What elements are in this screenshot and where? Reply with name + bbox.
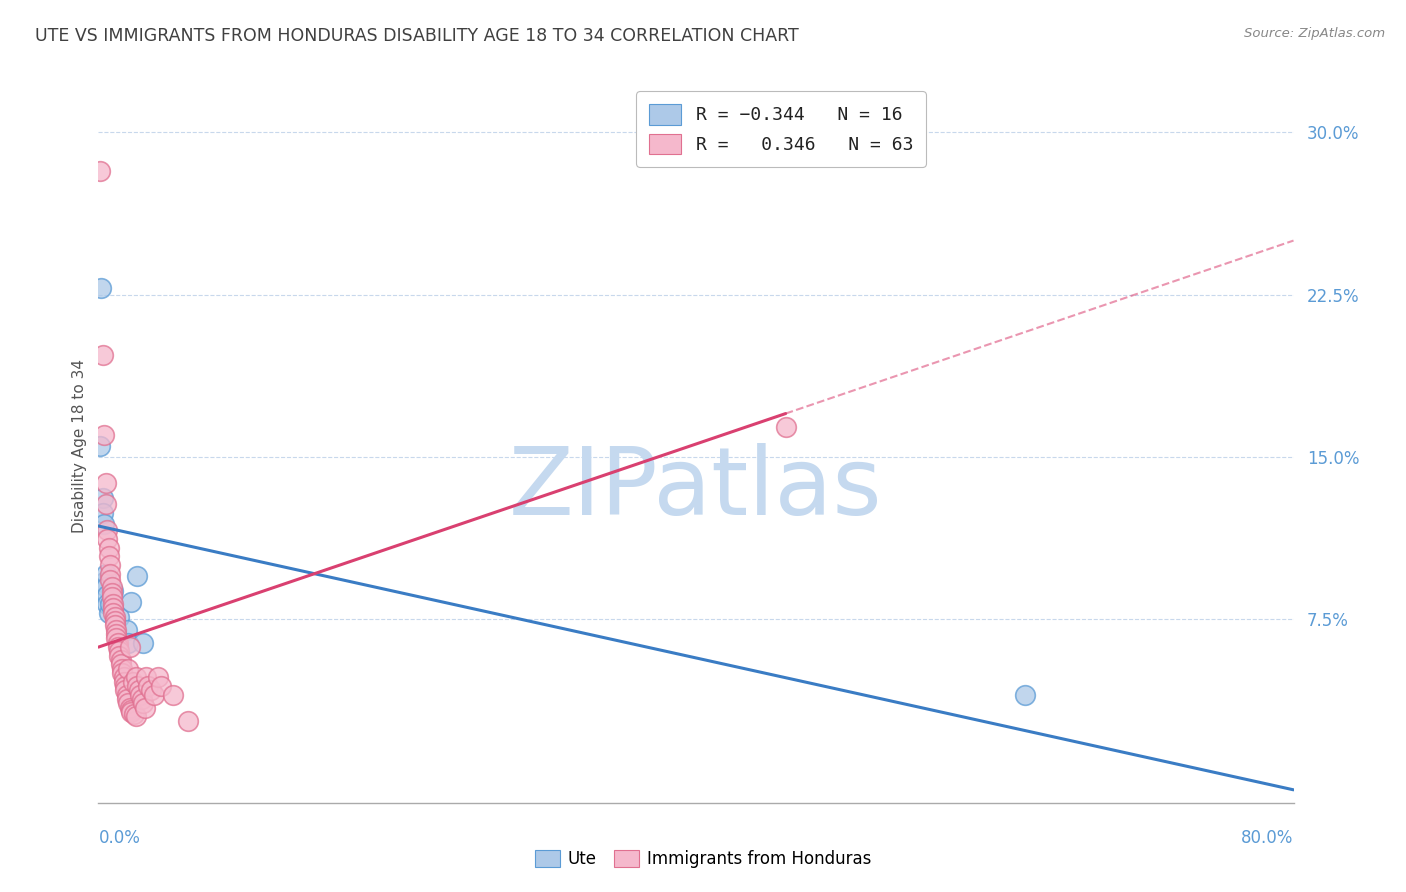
Point <box>112 674 135 689</box>
Point <box>96 532 118 546</box>
Point <box>91 506 114 520</box>
Point <box>105 632 128 646</box>
Point <box>110 657 132 672</box>
Point <box>121 674 143 689</box>
Point <box>105 623 128 637</box>
Point <box>108 648 131 663</box>
Point <box>98 573 122 587</box>
Text: UTE VS IMMIGRANTS FROM HONDURAS DISABILITY AGE 18 TO 34 CORRELATION CHART: UTE VS IMMIGRANTS FROM HONDURAS DISABILI… <box>35 27 799 45</box>
Point <box>1014 688 1036 702</box>
Point <box>132 636 155 650</box>
Point <box>98 566 122 581</box>
Point <box>135 670 157 684</box>
Point <box>108 644 131 658</box>
Text: 80.0%: 80.0% <box>1241 829 1294 847</box>
Point <box>120 705 142 719</box>
Point <box>150 679 173 693</box>
Point <box>107 640 129 654</box>
Point <box>93 516 115 531</box>
Point <box>117 696 139 710</box>
Point <box>101 586 124 600</box>
Point <box>139 683 162 698</box>
Point <box>96 588 118 602</box>
Point <box>142 688 165 702</box>
Point <box>112 670 135 684</box>
Point <box>111 666 134 681</box>
Point <box>117 662 139 676</box>
Point <box>101 591 124 605</box>
Text: ZIPatlas: ZIPatlas <box>509 442 883 535</box>
Point <box>105 627 128 641</box>
Point <box>89 439 111 453</box>
Point <box>115 623 138 637</box>
Point <box>124 707 146 722</box>
Point <box>97 606 120 620</box>
Point <box>117 636 139 650</box>
Point <box>115 688 138 702</box>
Point <box>115 692 138 706</box>
Point <box>91 348 114 362</box>
Point <box>111 662 134 676</box>
Point <box>128 683 150 698</box>
Point <box>104 614 127 628</box>
Legend: Ute, Immigrants from Honduras: Ute, Immigrants from Honduras <box>529 843 877 875</box>
Point <box>131 692 153 706</box>
Point <box>103 601 125 615</box>
Text: Source: ZipAtlas.com: Source: ZipAtlas.com <box>1244 27 1385 40</box>
Point <box>107 636 129 650</box>
Point <box>94 580 117 594</box>
Point <box>118 640 141 654</box>
Point <box>125 709 148 723</box>
Point <box>104 618 127 632</box>
Point <box>120 595 142 609</box>
Y-axis label: Disability Age 18 to 34: Disability Age 18 to 34 <box>72 359 87 533</box>
Point <box>97 541 120 555</box>
Point <box>775 419 797 434</box>
Point <box>94 566 117 581</box>
Point <box>125 670 148 684</box>
Point <box>120 703 142 717</box>
Point <box>103 606 125 620</box>
Point <box>101 580 124 594</box>
Point <box>103 583 125 598</box>
Point <box>114 683 136 698</box>
Legend: R = −0.344   N = 16, R =   0.346   N = 63: R = −0.344 N = 16, R = 0.346 N = 63 <box>637 91 927 167</box>
Point <box>93 575 115 590</box>
Point <box>162 688 184 702</box>
Point <box>98 597 122 611</box>
Point <box>94 497 117 511</box>
Point <box>110 653 132 667</box>
Point <box>136 679 159 693</box>
Point <box>89 164 111 178</box>
Point <box>127 679 149 693</box>
Point <box>177 714 200 728</box>
Point <box>134 700 156 714</box>
Point <box>148 670 170 684</box>
Point <box>98 558 122 572</box>
Point <box>91 491 114 505</box>
Point <box>93 428 115 442</box>
Point <box>127 568 149 582</box>
Point <box>129 688 152 702</box>
Point <box>96 597 118 611</box>
Point <box>94 475 117 490</box>
Text: 0.0%: 0.0% <box>98 829 141 847</box>
Point <box>90 281 112 295</box>
Point <box>97 549 120 564</box>
Point <box>103 597 125 611</box>
Point <box>114 679 136 693</box>
Point <box>104 610 127 624</box>
Point <box>118 700 141 714</box>
Point <box>96 524 118 538</box>
Point <box>108 610 131 624</box>
Point <box>132 696 155 710</box>
